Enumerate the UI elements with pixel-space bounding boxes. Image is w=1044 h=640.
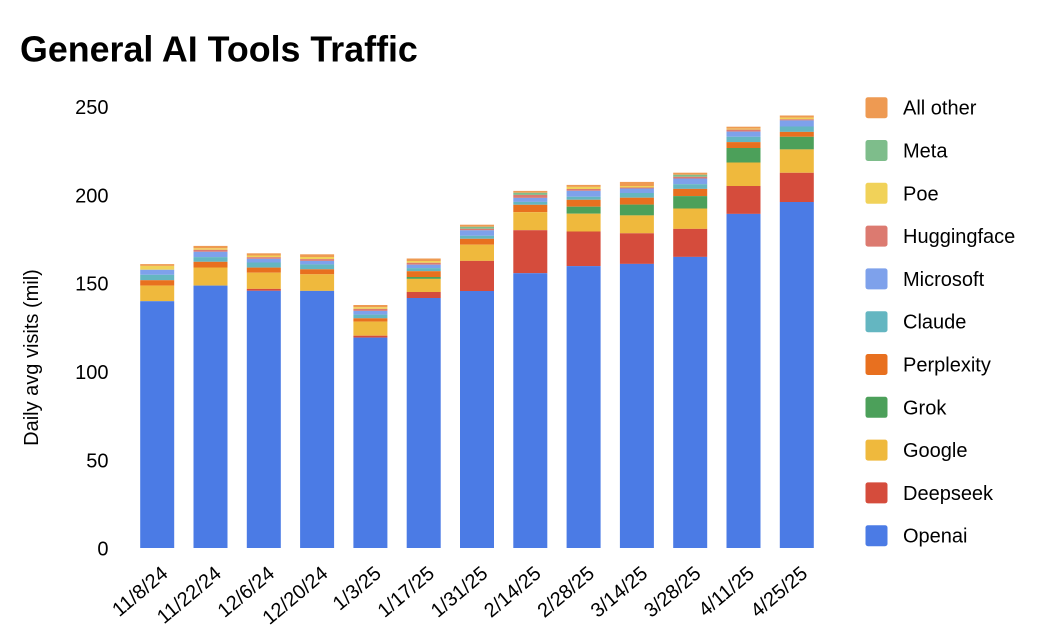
svg-text:Openai: Openai [903, 526, 968, 548]
svg-text:All other: All other [903, 98, 977, 120]
svg-text:100: 100 [75, 362, 108, 384]
svg-text:200: 200 [75, 185, 108, 207]
svg-text:Meta: Meta [903, 141, 948, 163]
svg-text:0: 0 [97, 539, 108, 561]
svg-text:Deepseek: Deepseek [903, 483, 994, 505]
svg-text:250: 250 [75, 97, 108, 119]
svg-text:Huggingface: Huggingface [903, 226, 1015, 248]
svg-text:Microsoft: Microsoft [903, 269, 985, 291]
svg-text:Claude: Claude [903, 312, 966, 334]
svg-text:50: 50 [86, 450, 108, 472]
svg-text:Google: Google [903, 440, 968, 462]
svg-text:Perplexity: Perplexity [903, 355, 991, 377]
svg-text:General AI Tools Traffic: General AI Tools Traffic [20, 30, 418, 70]
svg-text:Grok: Grok [903, 397, 947, 419]
svg-text:Poe: Poe [903, 183, 939, 205]
svg-text:Daily avg visits (mil): Daily avg visits (mil) [21, 269, 43, 446]
svg-text:150: 150 [75, 274, 108, 296]
